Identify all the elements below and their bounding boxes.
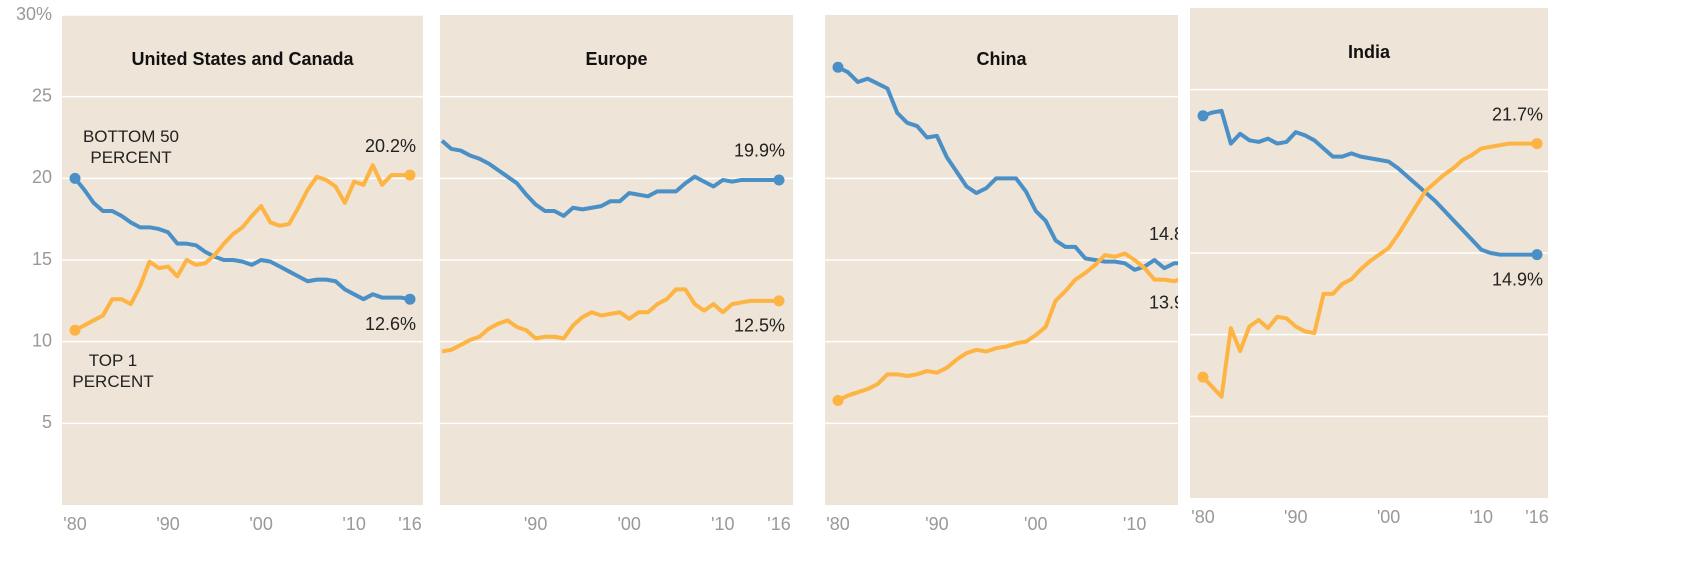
endpoint-dot — [69, 324, 81, 336]
x-tick-label: '90 — [1284, 507, 1307, 527]
series-line — [73, 177, 411, 302]
endpoint-dot — [773, 174, 785, 186]
end-label: 13.9% — [1149, 293, 1200, 313]
endpoint-dot — [773, 295, 785, 307]
x-tick-label: '10 — [342, 514, 365, 534]
endpoint-dot — [404, 169, 416, 181]
endpoint-dot — [69, 172, 81, 184]
end-label: 12.5% — [734, 316, 785, 336]
y-tick-label: 20 — [32, 167, 52, 187]
series-line — [837, 65, 1178, 272]
x-tick-label: '00 — [1377, 507, 1400, 527]
series-line — [74, 163, 410, 333]
end-label: 12.6% — [365, 314, 416, 334]
panel-content: 14.9% 21.7% — [1190, 88, 1548, 418]
endpoint-dot — [1531, 138, 1543, 150]
panel-content: 19.9% 12.5% — [440, 95, 793, 425]
y-tick-label: 10 — [32, 330, 52, 350]
endpoint-dot — [832, 394, 844, 406]
x-tick-label: '00 — [249, 514, 272, 534]
series-line — [440, 139, 779, 218]
x-tick-label: '90 — [524, 514, 547, 534]
panel-title: India — [1348, 42, 1391, 62]
x-tick-label: '16 — [767, 514, 790, 534]
endpoint-dot — [1197, 110, 1209, 122]
panel-title: China — [976, 49, 1027, 69]
endpoint-dot — [1197, 371, 1209, 383]
y-tick-label: 15 — [32, 249, 52, 269]
y-tick-label: 30% — [16, 4, 52, 24]
y-tick-label: 25 — [32, 85, 52, 105]
end-label: 21.7% — [1492, 104, 1543, 124]
endpoint-dot — [404, 293, 416, 305]
x-tick-label: '90 — [925, 514, 948, 534]
panel-content: 12.6% 20.2% — [62, 15, 423, 425]
end-label: 20.2% — [365, 136, 416, 156]
x-tick-label: '10 — [1123, 514, 1146, 534]
end-label: 14.8% — [1149, 224, 1200, 244]
y-tick-label: 5 — [42, 412, 52, 432]
x-tick-label: '80 — [1191, 507, 1214, 527]
x-tick-label: '10 — [711, 514, 734, 534]
x-tick-label: '16 — [1525, 507, 1548, 527]
series-line — [837, 251, 1178, 403]
series-line — [441, 287, 779, 354]
end-label: 19.9% — [734, 141, 785, 161]
x-tick-label: '16 — [398, 514, 421, 534]
endpoint-dot — [832, 61, 844, 73]
series-line — [1201, 141, 1537, 399]
x-tick-label: '80 — [63, 514, 86, 534]
end-label: 14.9% — [1492, 269, 1543, 289]
series-line — [1202, 108, 1537, 257]
x-tick-label: '90 — [156, 514, 179, 534]
panel-title: United States and Canada — [131, 49, 354, 69]
x-tick-label: '00 — [617, 514, 640, 534]
x-tick-label: '10 — [1470, 507, 1493, 527]
series-label: BOTTOM 50 PERCENT — [82, 127, 180, 168]
panel-title: Europe — [585, 49, 647, 69]
series-label: TOP 1 PERCENT — [72, 351, 154, 392]
endpoint-dot — [1531, 249, 1543, 261]
panel-content: 14.8% 13.9% — [825, 61, 1200, 425]
x-tick-label: '00 — [1024, 514, 1047, 534]
x-tick-label: '80 — [826, 514, 849, 534]
